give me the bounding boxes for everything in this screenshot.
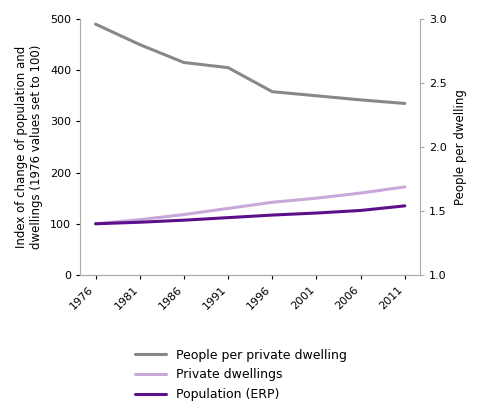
Y-axis label: People per dwelling: People per dwelling [454,89,467,205]
Y-axis label: Index of change of population and
dwellings (1976 values set to 100): Index of change of population and dwelli… [15,45,43,249]
Legend: People per private dwelling, Private dwellings, Population (ERP): People per private dwelling, Private dwe… [129,342,353,408]
